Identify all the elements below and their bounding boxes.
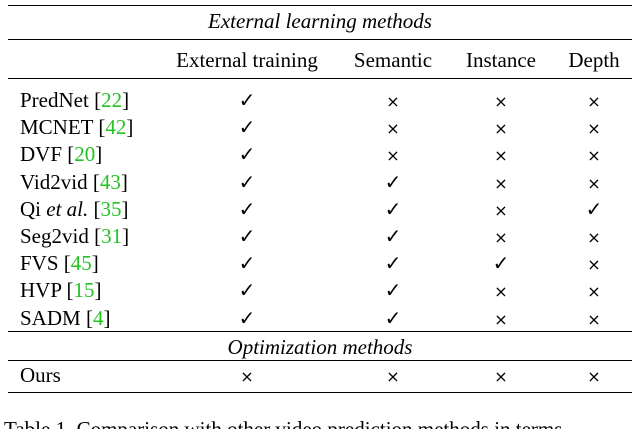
- column-header-3: Depth: [568, 48, 620, 72]
- check-icon: ✓: [238, 251, 256, 276]
- section-rule: [8, 39, 632, 40]
- cross-icon: ×: [587, 92, 601, 111]
- check-icon: ✓: [384, 251, 402, 276]
- method-name: MCNET: [20, 115, 94, 140]
- cross-icon: ×: [587, 173, 601, 193]
- cross-icon: ×: [494, 282, 508, 302]
- method-name-cell: SADM [4]: [20, 305, 111, 330]
- cross-icon: ×: [587, 282, 601, 302]
- method-name-cell: DVF [20]: [20, 142, 103, 167]
- method-name-cell: FVS [45]: [20, 251, 99, 276]
- top-rule: [8, 5, 632, 6]
- check-icon: ✓: [238, 196, 256, 221]
- check-icon: ✓: [384, 305, 402, 330]
- method-name: Seg2vid: [20, 224, 89, 248]
- citation-link[interactable]: 20: [74, 142, 96, 167]
- method-name: FVS: [20, 251, 59, 276]
- column-header-1: Semantic: [353, 48, 433, 72]
- cross-icon: ×: [240, 367, 254, 386]
- method-name-cell: Vid2vid [43]: [20, 169, 128, 194]
- method-name: SADM: [20, 305, 81, 330]
- method-name-cell: HVP [15]: [20, 278, 102, 303]
- column-header-0: External training: [176, 48, 318, 72]
- cross-icon: ×: [386, 367, 400, 386]
- method-name-cell: Qi et al. [35]: [20, 196, 129, 221]
- column-header-2: Instance: [466, 48, 536, 72]
- citation-link[interactable]: 22: [101, 88, 123, 112]
- cross-icon: ×: [587, 228, 601, 247]
- method-name-cell: MCNET [42]: [20, 115, 134, 140]
- citation-link[interactable]: 42: [105, 115, 127, 140]
- cross-icon: ×: [587, 146, 601, 166]
- cross-icon: ×: [587, 119, 601, 139]
- citation-link[interactable]: 4: [92, 305, 104, 330]
- section-header-optimization: Optimization methods: [227, 335, 413, 359]
- bottom-rule: [8, 392, 632, 393]
- method-name-cell: PredNet [22]: [20, 88, 130, 112]
- cross-icon: ×: [494, 119, 508, 139]
- check-icon: ✓: [384, 224, 402, 248]
- cross-icon: ×: [587, 255, 601, 275]
- cross-icon: ×: [587, 367, 601, 386]
- check-icon: ✓: [492, 251, 510, 276]
- check-icon: ✓: [238, 88, 256, 112]
- check-icon: ✓: [238, 305, 256, 330]
- header-rule: [8, 78, 632, 79]
- citation-link[interactable]: 43: [99, 169, 121, 194]
- method-name: Qi: [20, 196, 41, 221]
- cross-icon: ×: [386, 146, 400, 166]
- method-name: DVF: [20, 142, 63, 167]
- check-icon: ✓: [384, 196, 402, 221]
- citation-link[interactable]: 35: [100, 196, 122, 221]
- method-name: HVP: [20, 278, 62, 303]
- cross-icon: ×: [494, 173, 508, 193]
- check-icon: ✓: [238, 278, 256, 303]
- citation-link[interactable]: 31: [101, 224, 123, 248]
- optimization-rule: [8, 360, 632, 361]
- cross-icon: ×: [587, 309, 601, 329]
- check-icon: ✓: [238, 142, 256, 167]
- method-name: Vid2vid: [20, 169, 88, 194]
- citation-link[interactable]: 15: [73, 278, 95, 303]
- cross-icon: ×: [386, 92, 400, 111]
- check-icon: ✓: [585, 196, 603, 221]
- cross-icon: ×: [494, 146, 508, 166]
- table-caption: Table 1. Comparison with other video pre…: [4, 417, 563, 429]
- check-icon: ✓: [238, 224, 256, 248]
- check-icon: ✓: [238, 115, 256, 140]
- optimization-top-rule: [8, 331, 632, 332]
- check-icon: ✓: [384, 278, 402, 303]
- citation-link[interactable]: 45: [70, 251, 92, 276]
- check-icon: ✓: [384, 169, 402, 194]
- cross-icon: ×: [494, 228, 508, 247]
- method-name-cell: Seg2vid [31]: [20, 224, 130, 248]
- cross-icon: ×: [386, 119, 400, 139]
- cross-icon: ×: [494, 200, 508, 220]
- section-header-external: External learning methods: [208, 9, 432, 33]
- method-name-italic: et al.: [46, 196, 89, 221]
- check-icon: ✓: [238, 169, 256, 194]
- method-name: PredNet: [20, 88, 89, 112]
- method-name-ours: Ours: [20, 363, 61, 387]
- cross-icon: ×: [494, 309, 508, 329]
- cross-icon: ×: [494, 92, 508, 111]
- cross-icon: ×: [494, 367, 508, 386]
